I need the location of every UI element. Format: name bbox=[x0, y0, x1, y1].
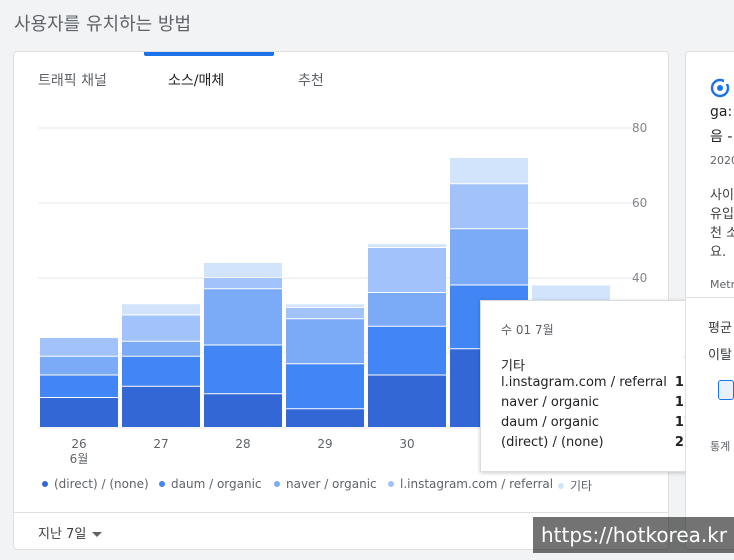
x-tick-label: 28 bbox=[235, 437, 250, 451]
legend-dot bbox=[274, 480, 280, 487]
tooltip-row: daum / organic 17 bbox=[501, 415, 693, 433]
card-footer: 지난 7일 bbox=[14, 512, 668, 550]
y-tick-label: 60 bbox=[632, 196, 647, 210]
legend-dot bbox=[388, 480, 394, 487]
legend-label: l.instagram.com / referral bbox=[400, 477, 554, 491]
bar-segment[interactable] bbox=[204, 394, 282, 427]
legend-label: daum / organic bbox=[171, 477, 262, 491]
insight-card: ga: 음 - 2020 사이 유입 천 소 요. Metri 평균 이탈 통계 bbox=[685, 51, 734, 550]
legend-item-direct[interactable]: (direct) / (none) bbox=[42, 477, 149, 491]
bar-segment[interactable] bbox=[204, 263, 282, 277]
bar-segment[interactable] bbox=[450, 184, 528, 229]
date-range-dropdown[interactable]: 지난 7일 bbox=[38, 523, 103, 542]
bar-segment[interactable] bbox=[368, 248, 446, 292]
tooltip-row-label: (direct) / (none) bbox=[501, 435, 604, 450]
tab-traffic-channel[interactable]: 트래픽 채널 bbox=[38, 73, 107, 89]
active-tab-indicator bbox=[144, 52, 274, 56]
bar-segment[interactable] bbox=[122, 341, 200, 356]
watermark: https://hotkorea.kr bbox=[533, 517, 734, 553]
bar-segment[interactable] bbox=[122, 386, 200, 427]
tab-referral[interactable]: 추천 bbox=[298, 73, 324, 89]
tooltip-row-label: naver / organic bbox=[501, 395, 600, 410]
tooltip-row: l.instagram.com / referral 12 bbox=[501, 375, 693, 393]
stats-link[interactable]: 통계 bbox=[710, 440, 731, 453]
legend-dot bbox=[42, 480, 48, 487]
y-tick-label: 80 bbox=[632, 121, 647, 135]
bar-segment[interactable] bbox=[286, 304, 364, 307]
divider bbox=[686, 297, 734, 298]
bar-segment[interactable] bbox=[40, 398, 118, 427]
tab-source-medium[interactable]: 소스/매체 bbox=[168, 73, 225, 89]
bar-segment[interactable] bbox=[368, 293, 446, 326]
bar-segment[interactable] bbox=[122, 304, 200, 315]
legend-dot bbox=[159, 480, 165, 487]
legend-label: 기타 bbox=[570, 479, 593, 493]
legend-item-instagram[interactable]: l.instagram.com / referral bbox=[388, 477, 553, 491]
bar-segment[interactable] bbox=[122, 315, 200, 341]
y-tick-label: 40 bbox=[632, 271, 647, 285]
bar-segment[interactable] bbox=[204, 345, 282, 394]
bar-segment[interactable] bbox=[40, 375, 118, 398]
chart-tooltip: 수 01 7월 기타 7 l.instagram.com / referral … bbox=[480, 300, 714, 472]
legend-label: (direct) / (none) bbox=[54, 477, 149, 491]
bar-segment[interactable] bbox=[450, 229, 528, 285]
legend-item-naver[interactable]: naver / organic bbox=[274, 477, 377, 491]
insight-body: 유입 bbox=[710, 207, 734, 222]
x-tick-label: 26 bbox=[71, 437, 86, 451]
legend-dot bbox=[558, 482, 564, 489]
x-month-label: 6월 bbox=[70, 452, 89, 466]
legend-label: naver / organic bbox=[286, 477, 377, 491]
tooltip-row-label: 기타 bbox=[501, 359, 525, 374]
bar-segment[interactable] bbox=[204, 278, 282, 289]
bar-segment[interactable] bbox=[286, 308, 364, 319]
bar-segment[interactable] bbox=[368, 375, 446, 428]
tooltip-row: (direct) / (none) 21 bbox=[501, 435, 693, 453]
x-tick-label: 27 bbox=[153, 437, 168, 451]
bar-segment[interactable] bbox=[450, 158, 528, 184]
insight-body: 사이 bbox=[710, 188, 734, 203]
bar-segment[interactable] bbox=[40, 338, 118, 356]
legend-item-other[interactable]: 기타 bbox=[558, 477, 592, 494]
tooltip-row: 기타 7 bbox=[501, 355, 693, 374]
bar-segment[interactable] bbox=[368, 244, 446, 247]
date-range-label: 지난 7일 bbox=[38, 527, 87, 542]
page-title: 사용자를 유치하는 방법 bbox=[14, 14, 192, 35]
insight-title: ga: bbox=[710, 104, 733, 120]
caret-down-icon bbox=[92, 532, 103, 537]
tooltip-row-label: l.instagram.com / referral bbox=[501, 375, 667, 390]
tooltip-row-label: daum / organic bbox=[501, 415, 600, 430]
tooltip-date: 수 01 7월 bbox=[501, 323, 554, 337]
insights-icon bbox=[710, 78, 730, 98]
bar-segment[interactable] bbox=[286, 364, 364, 409]
insight-title-cont: 음 - bbox=[710, 129, 733, 145]
bar-segment[interactable] bbox=[286, 409, 364, 427]
bar-segment[interactable] bbox=[286, 319, 364, 364]
bar-segment[interactable] bbox=[204, 289, 282, 345]
tooltip-row: naver / organic 15 bbox=[501, 395, 693, 413]
metric-row: 이탈 bbox=[708, 348, 732, 363]
x-tick-label: 29 bbox=[317, 437, 332, 451]
bar-segment[interactable] bbox=[122, 356, 200, 386]
x-tick-label: 30 bbox=[399, 437, 414, 451]
doc-icon-button[interactable] bbox=[718, 380, 734, 400]
insight-date: 2020 bbox=[710, 154, 734, 167]
bar-segment[interactable] bbox=[368, 326, 446, 375]
tab-bar: 트래픽 채널 소스/매체 추천 bbox=[14, 52, 668, 102]
metric-row: 평균 bbox=[708, 321, 732, 336]
metric-label: Metri bbox=[710, 278, 734, 291]
bar-segment[interactable] bbox=[40, 356, 118, 375]
legend-item-daum[interactable]: daum / organic bbox=[159, 477, 262, 491]
insight-body: 요. bbox=[710, 245, 727, 260]
insight-body: 천 소 bbox=[710, 226, 734, 241]
